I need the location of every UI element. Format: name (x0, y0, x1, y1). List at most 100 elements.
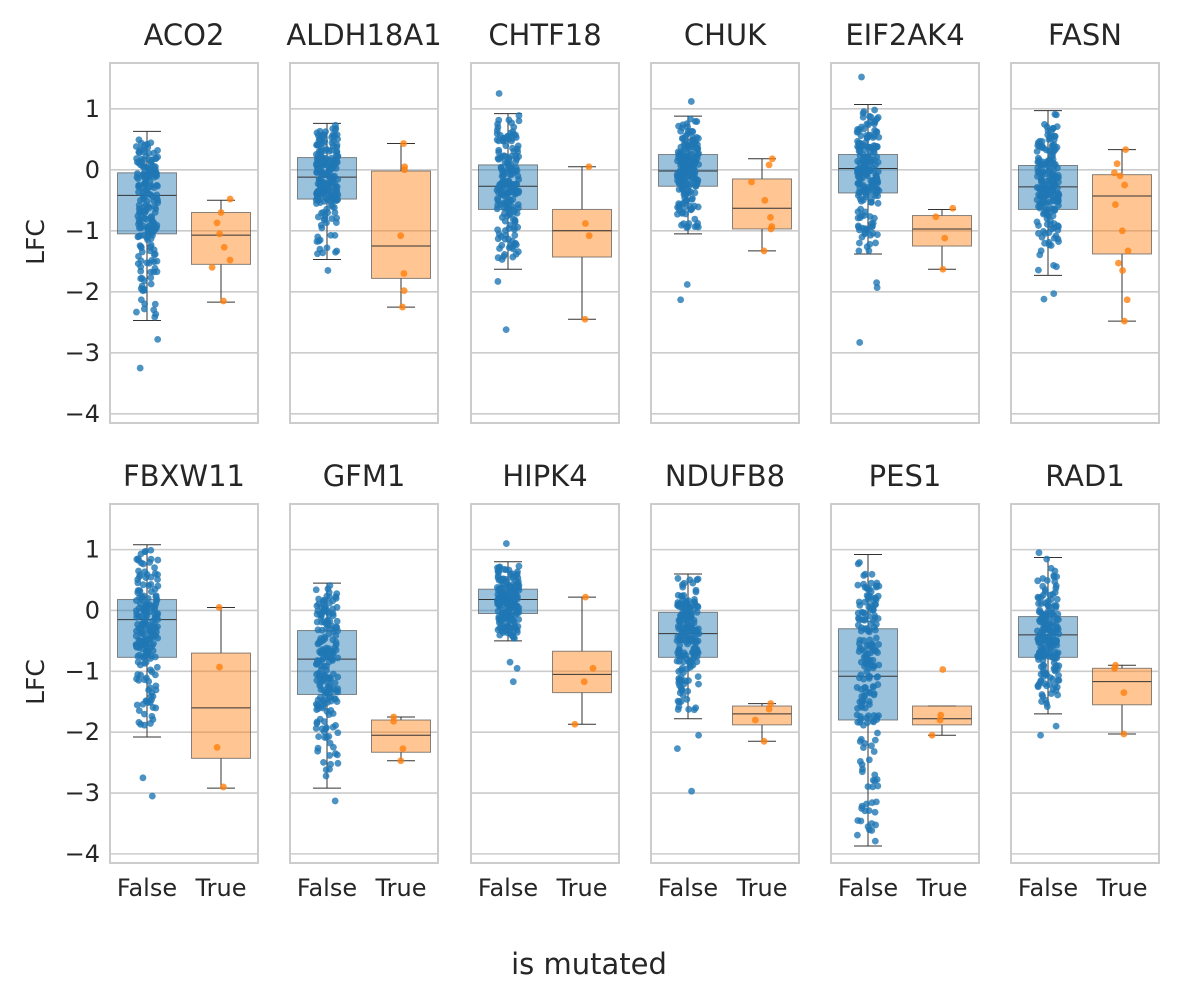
data-point (147, 280, 155, 288)
data-point (334, 729, 342, 737)
data-point (873, 115, 881, 123)
data-point (674, 706, 682, 713)
data-point (319, 702, 327, 710)
data-point (1041, 651, 1049, 659)
data-point (502, 612, 510, 620)
data-point (1121, 317, 1128, 325)
data-point (149, 633, 157, 641)
data-point (213, 743, 221, 751)
data-point (494, 278, 502, 285)
data-point (872, 189, 880, 197)
data-point (139, 630, 147, 638)
data-point (509, 616, 517, 624)
data-point (501, 227, 509, 234)
panel-frame (1010, 62, 1160, 424)
panel-rad1: RAD1 False True (1010, 459, 1160, 902)
data-point (1055, 238, 1062, 245)
data-point (680, 579, 688, 587)
y-tick-label: −4 (65, 400, 100, 428)
data-point (152, 704, 160, 712)
data-point (677, 177, 685, 185)
data-point (504, 178, 512, 185)
data-point (139, 774, 147, 782)
data-point (1055, 616, 1062, 624)
data-point (687, 98, 695, 105)
data-point (685, 220, 693, 227)
data-point (1036, 184, 1044, 192)
data-point (866, 585, 873, 593)
data-point (866, 636, 874, 644)
panel-frame (109, 503, 259, 864)
data-point (313, 677, 321, 684)
data-point (686, 576, 694, 584)
data-point (333, 623, 340, 631)
data-point (1050, 639, 1058, 646)
data-point (322, 180, 329, 187)
x-tick-label-false: False (297, 874, 357, 902)
data-point (928, 731, 936, 739)
data-point (1038, 691, 1046, 698)
data-point (144, 649, 152, 657)
data-point (215, 604, 223, 611)
data-point (508, 137, 515, 145)
data-point (509, 144, 516, 152)
data-point (856, 738, 864, 745)
x-axis-super-label: is mutated (511, 947, 667, 981)
panel-frame (1010, 503, 1160, 864)
data-point (151, 653, 159, 661)
data-point (859, 196, 867, 204)
data-point (860, 675, 868, 683)
box-true (191, 604, 251, 791)
data-point (331, 209, 339, 216)
panel-title: GFM1 (323, 459, 406, 493)
data-point (677, 143, 685, 151)
data-point (1053, 595, 1061, 603)
y-axis-label-top-row: LFC (21, 219, 50, 265)
data-point (855, 239, 863, 247)
data-point (1054, 222, 1062, 230)
data-point (1040, 295, 1048, 303)
data-point (153, 663, 161, 671)
data-point (499, 598, 506, 605)
data-point (939, 666, 947, 673)
data-point (1051, 182, 1058, 190)
data-point (1050, 261, 1057, 269)
data-point (326, 752, 334, 759)
data-point (874, 782, 882, 790)
data-point (510, 595, 518, 602)
y-tick-label: −1 (65, 657, 100, 685)
data-point (148, 792, 156, 800)
panel-hipk4: HIPK4 False True (470, 459, 620, 902)
data-point (872, 171, 880, 179)
data-point (865, 807, 873, 815)
data-point (331, 644, 339, 652)
data-point (329, 743, 337, 751)
data-point (1053, 654, 1061, 662)
data-point (397, 232, 405, 240)
data-point (137, 275, 145, 282)
data-point (862, 684, 869, 692)
box-false (297, 582, 357, 805)
data-point (135, 707, 143, 715)
data-point (1041, 120, 1048, 128)
data-point (691, 159, 698, 167)
data-point (512, 131, 519, 139)
data-point (868, 180, 876, 188)
data-point (508, 152, 516, 160)
data-point (142, 636, 150, 644)
data-point (863, 625, 870, 632)
data-point (320, 607, 328, 615)
data-point (148, 712, 156, 720)
data-point (854, 560, 862, 568)
data-point (695, 731, 702, 739)
data-point (680, 204, 688, 212)
data-point (153, 191, 161, 199)
data-point (875, 641, 883, 648)
data-point (147, 666, 154, 674)
data-point (874, 615, 882, 622)
data-point (320, 170, 328, 178)
data-point (154, 576, 161, 583)
data-point (691, 117, 699, 125)
box-false (117, 544, 177, 800)
data-point (132, 597, 140, 604)
